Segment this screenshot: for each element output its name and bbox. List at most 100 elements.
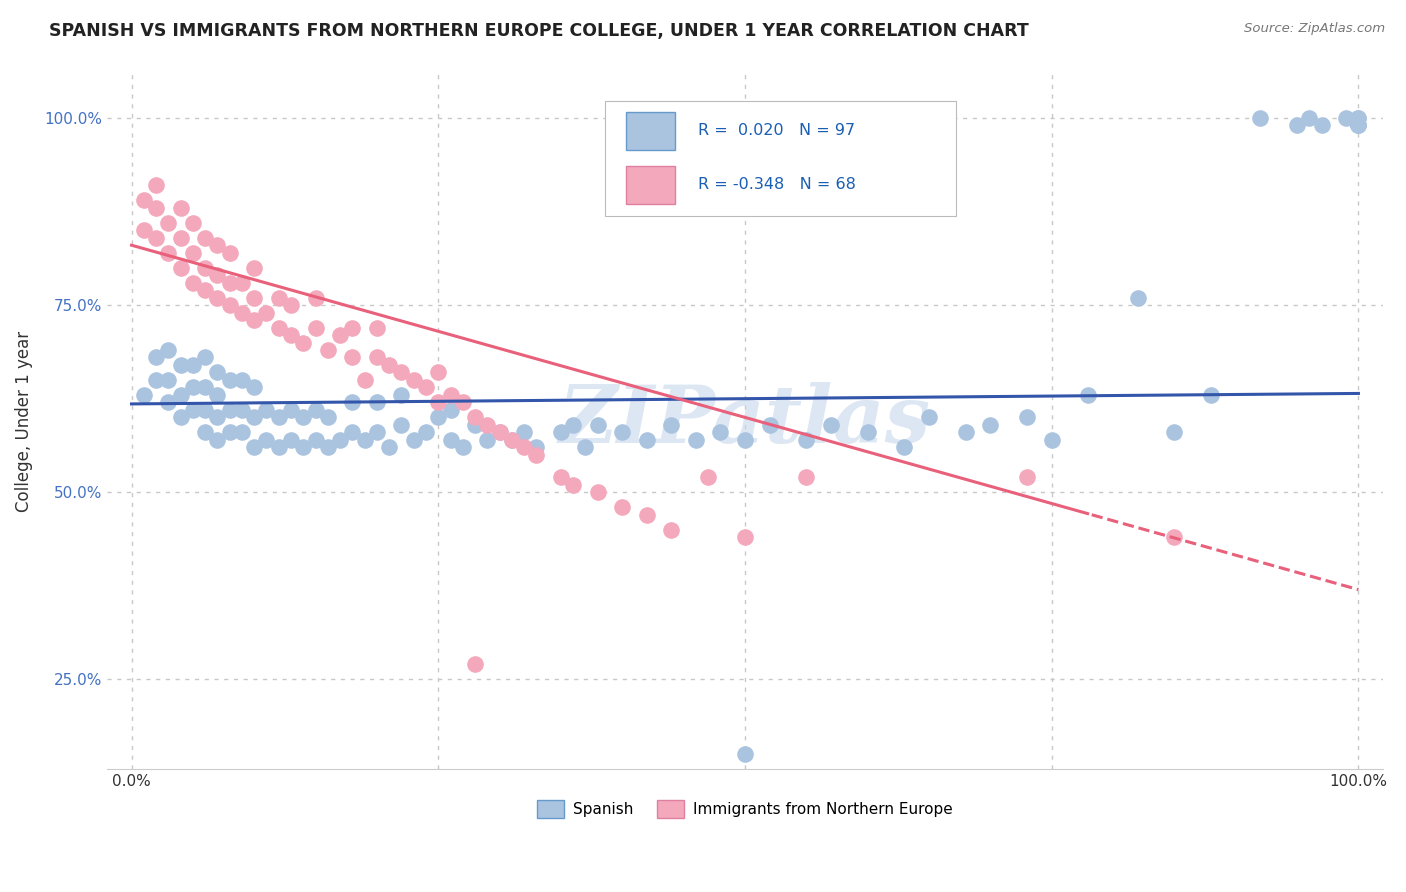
Point <box>1347 119 1369 133</box>
Point <box>218 425 240 440</box>
Point <box>267 320 290 334</box>
Point <box>612 500 634 515</box>
Point <box>1017 410 1039 425</box>
Point <box>1334 111 1357 125</box>
Point <box>243 291 266 305</box>
Point <box>1347 111 1369 125</box>
Point <box>1163 425 1185 440</box>
Point <box>501 433 523 447</box>
Point <box>194 403 217 417</box>
Point <box>477 417 499 432</box>
Point <box>1298 111 1320 125</box>
Point <box>586 485 609 500</box>
Point <box>194 230 217 244</box>
Point <box>267 291 290 305</box>
Point <box>758 417 780 432</box>
Point <box>267 441 290 455</box>
Point <box>145 178 167 193</box>
Point <box>709 425 731 440</box>
Point <box>243 313 266 327</box>
Point <box>464 417 486 432</box>
Point <box>218 403 240 417</box>
Point <box>464 657 486 672</box>
Point <box>280 433 302 447</box>
Point <box>329 433 352 447</box>
Point <box>169 358 191 372</box>
Point <box>979 417 1001 432</box>
Point <box>169 201 191 215</box>
Point <box>231 425 253 440</box>
Point <box>243 441 266 455</box>
Point <box>893 441 915 455</box>
Point <box>1040 433 1063 447</box>
Point <box>342 425 364 440</box>
Point <box>316 441 339 455</box>
Point <box>526 448 548 462</box>
Point <box>145 201 167 215</box>
Point <box>366 320 388 334</box>
Point <box>181 245 204 260</box>
Point <box>194 380 217 394</box>
Point <box>562 477 585 491</box>
Point <box>157 245 180 260</box>
Point <box>402 373 425 387</box>
Point <box>267 410 290 425</box>
Point <box>132 388 155 402</box>
Point <box>132 223 155 237</box>
Point <box>366 395 388 409</box>
Point <box>501 433 523 447</box>
Point <box>194 351 217 365</box>
Point <box>304 320 326 334</box>
Point <box>427 395 450 409</box>
Point <box>1310 119 1333 133</box>
Point <box>316 410 339 425</box>
Point <box>181 276 204 290</box>
Point <box>1126 291 1149 305</box>
Point <box>402 433 425 447</box>
Point <box>1199 388 1222 402</box>
Point <box>488 425 510 440</box>
Legend: Spanish, Immigrants from Northern Europe: Spanish, Immigrants from Northern Europe <box>530 794 959 824</box>
Point <box>194 260 217 275</box>
Point <box>145 351 167 365</box>
Point <box>612 425 634 440</box>
Point <box>415 380 437 394</box>
Point <box>574 441 596 455</box>
Point <box>488 425 510 440</box>
Point <box>378 441 401 455</box>
Point <box>218 373 240 387</box>
Point <box>316 343 339 357</box>
Point <box>513 441 536 455</box>
Point <box>513 425 536 440</box>
Point <box>231 403 253 417</box>
Point <box>181 380 204 394</box>
Point <box>157 373 180 387</box>
Point <box>218 276 240 290</box>
Point <box>659 417 682 432</box>
Point <box>439 388 461 402</box>
Text: ZIPatlas: ZIPatlas <box>560 383 931 460</box>
Point <box>207 291 229 305</box>
Point <box>280 328 302 343</box>
Point <box>685 433 707 447</box>
Point <box>391 388 413 402</box>
Point <box>145 373 167 387</box>
Point <box>207 433 229 447</box>
Point <box>526 441 548 455</box>
Point <box>207 268 229 282</box>
Point <box>169 388 191 402</box>
Point <box>231 276 253 290</box>
Text: Source: ZipAtlas.com: Source: ZipAtlas.com <box>1244 22 1385 36</box>
Point <box>659 523 682 537</box>
Point <box>181 403 204 417</box>
Point <box>439 433 461 447</box>
Point <box>194 283 217 297</box>
Point <box>734 433 756 447</box>
Point <box>391 366 413 380</box>
Point <box>1347 119 1369 133</box>
Point <box>1017 470 1039 484</box>
Point <box>734 747 756 762</box>
Point <box>415 425 437 440</box>
Point <box>636 433 658 447</box>
Point <box>550 470 572 484</box>
